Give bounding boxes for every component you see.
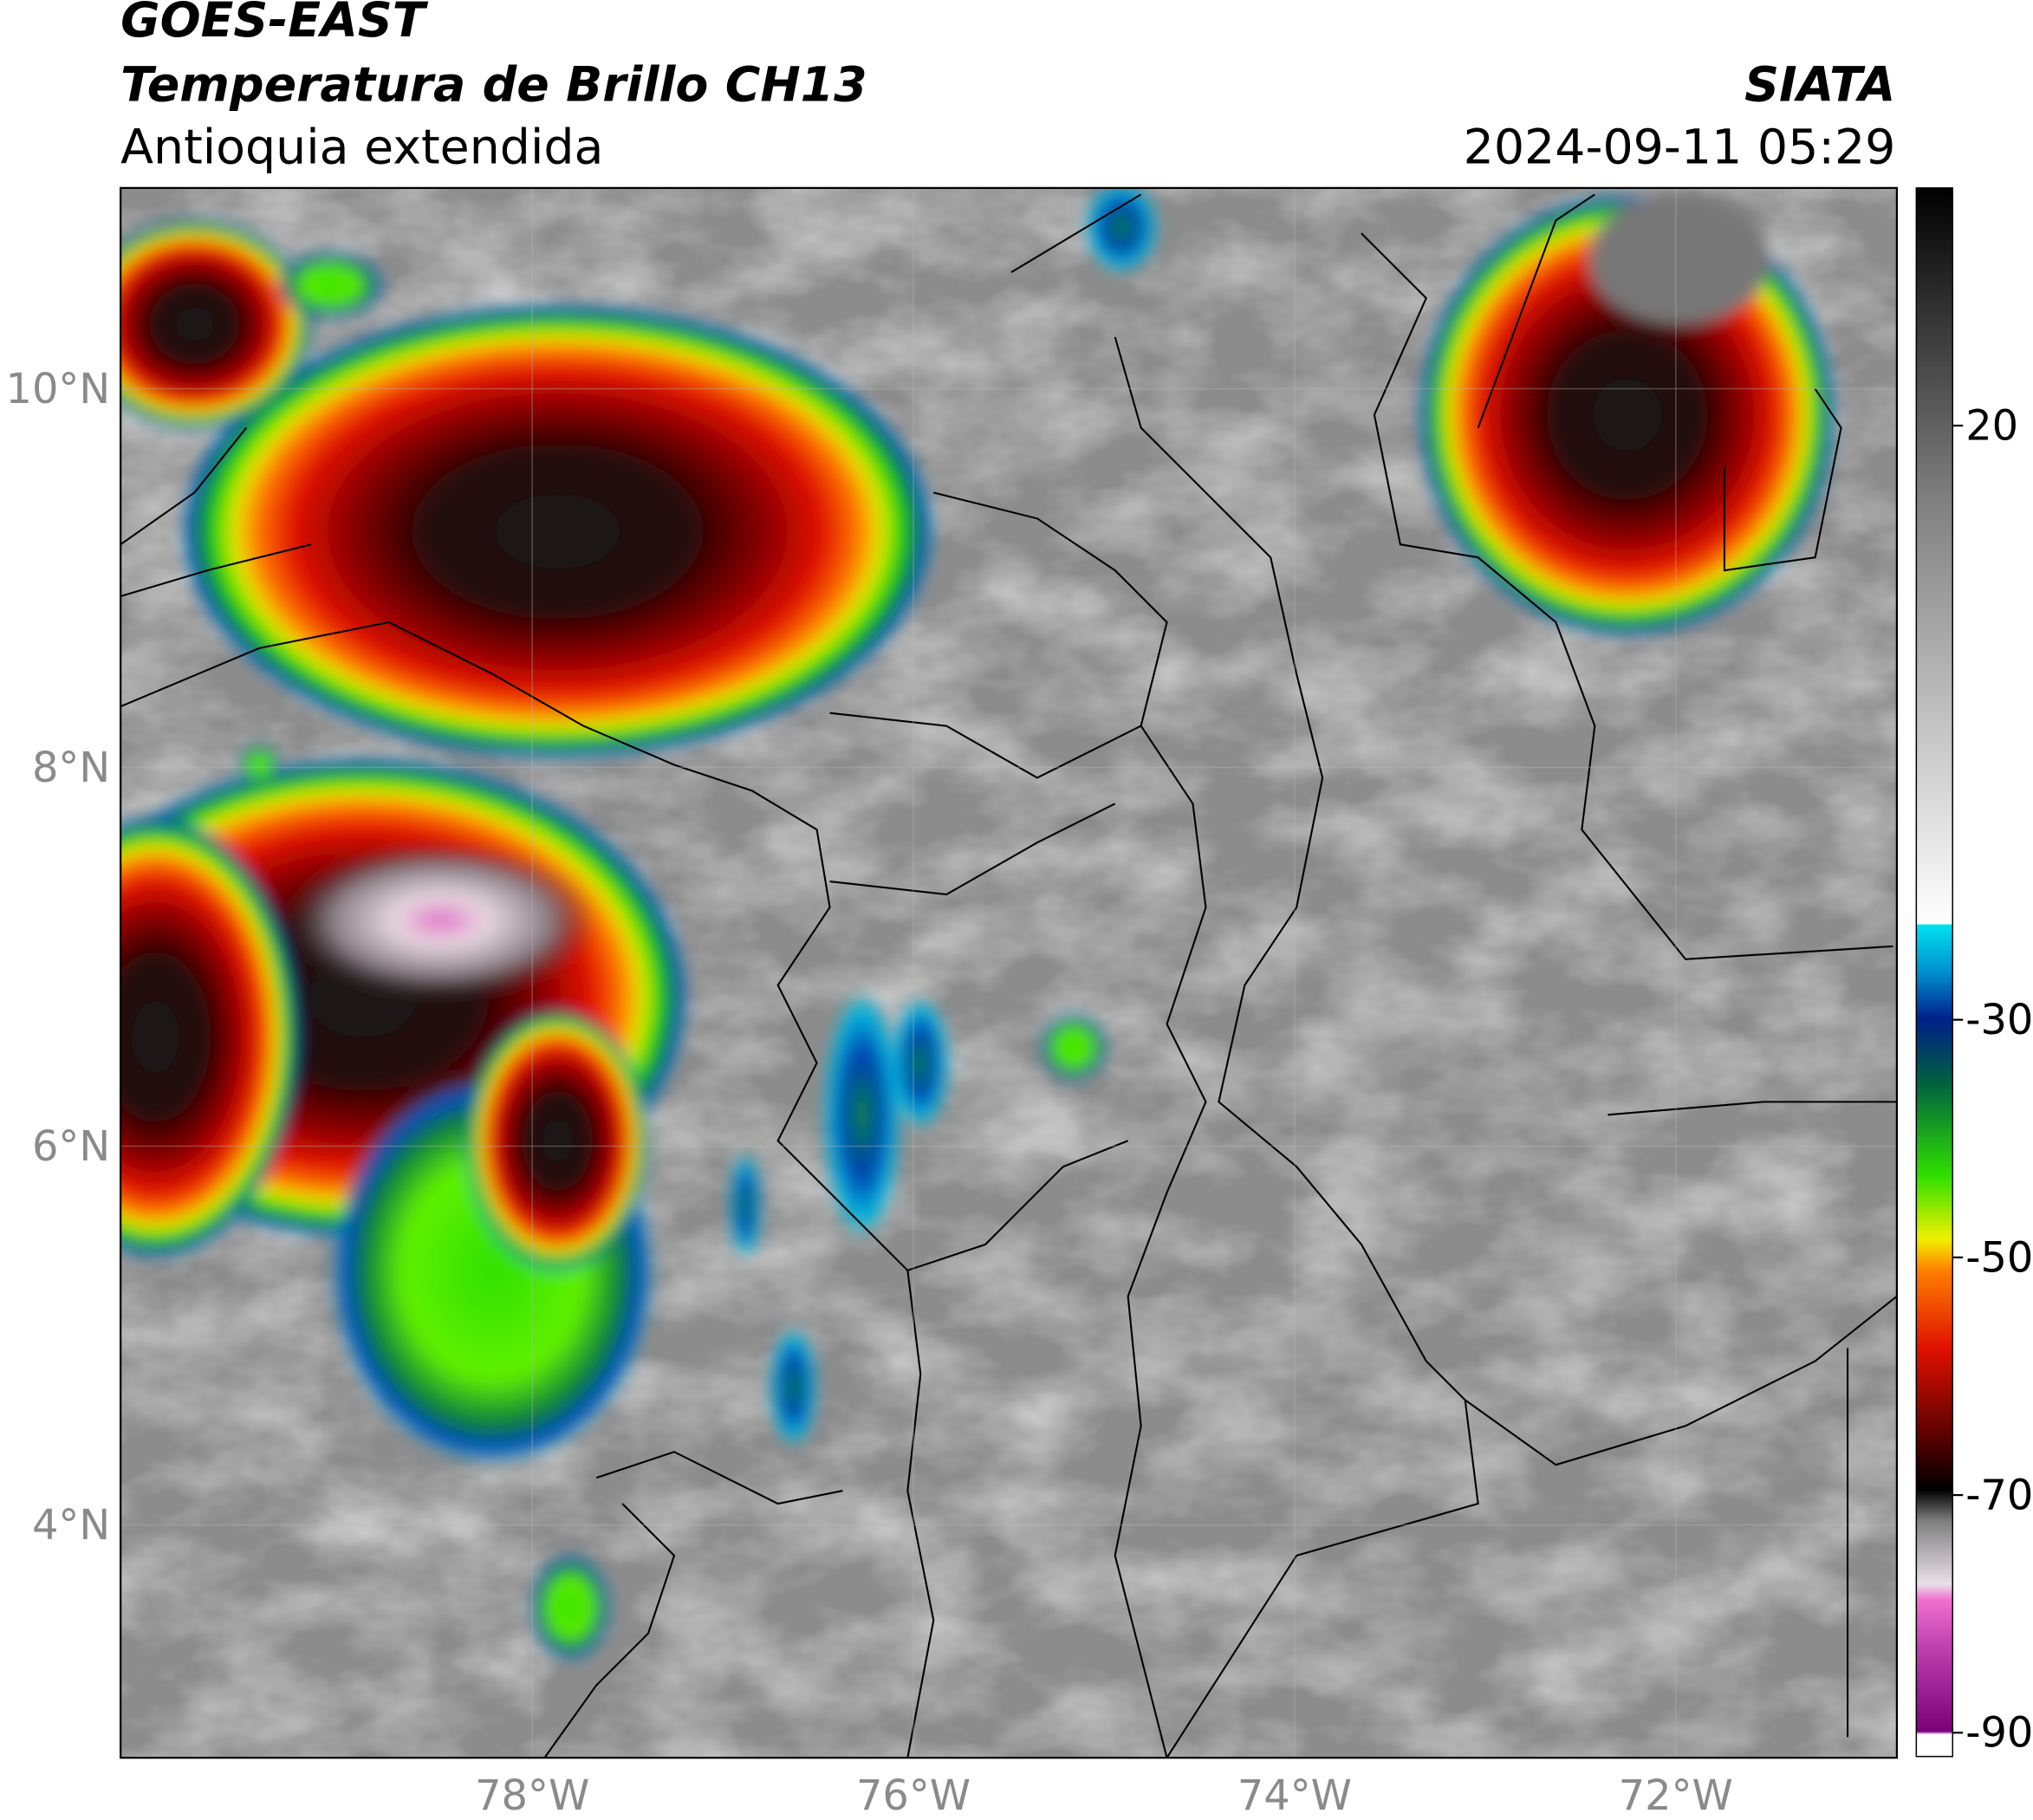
colorbar-tick-label: -50 (1965, 1234, 2033, 1282)
satellite-image (120, 187, 1897, 1758)
organization: SIATA (1744, 58, 1895, 114)
graticule (120, 187, 1897, 1758)
map-frame (120, 186, 1899, 1759)
borders (120, 193, 1897, 1758)
subtitle-region: Antioquia extendida (120, 120, 603, 175)
colorbar-tick-label: 20 (1965, 403, 2018, 451)
lon-tick-label: 72°W (1619, 1772, 1733, 1820)
colorbar (1915, 187, 1953, 1758)
lon-tick-label: 78°W (475, 1772, 589, 1820)
colorbar-ticks: -90 -70 -50 -30 20 (1952, 403, 2033, 1758)
colorbar-tick-label: -90 (1965, 1710, 2033, 1758)
title-satellite: GOES-EAST (120, 0, 429, 49)
colorbar-tick-label: -70 (1965, 1472, 2033, 1520)
lat-tick-label: 6°N (32, 1123, 110, 1171)
lon-tick-label: 76°W (856, 1772, 971, 1820)
datetime: 2024-09-11 05:29 (1464, 120, 1896, 175)
title-product: Temperatura de Brillo CH13 (120, 58, 867, 114)
colorbar-tick-label: -30 (1965, 997, 2033, 1044)
lat-tick-label: 10°N (6, 366, 111, 413)
lat-tick-label: 4°N (32, 1502, 110, 1550)
lon-tick-label: 74°W (1237, 1772, 1352, 1820)
lat-tick-label: 8°N (32, 744, 110, 792)
